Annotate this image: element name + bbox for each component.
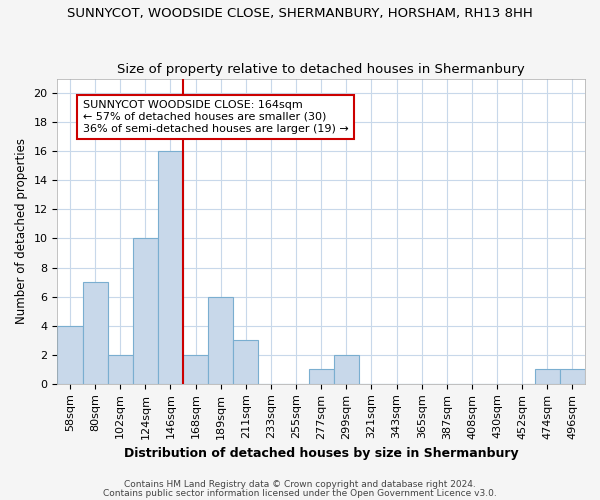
Bar bbox=[107, 354, 133, 384]
Title: Size of property relative to detached houses in Shermanbury: Size of property relative to detached ho… bbox=[118, 63, 525, 76]
Bar bbox=[208, 296, 233, 384]
Bar bbox=[158, 151, 183, 384]
Bar bbox=[133, 238, 158, 384]
Bar bbox=[535, 370, 560, 384]
Bar bbox=[83, 282, 107, 384]
Bar bbox=[58, 326, 83, 384]
X-axis label: Distribution of detached houses by size in Shermanbury: Distribution of detached houses by size … bbox=[124, 447, 518, 460]
Bar bbox=[308, 370, 334, 384]
Bar bbox=[183, 354, 208, 384]
Bar bbox=[560, 370, 585, 384]
Y-axis label: Number of detached properties: Number of detached properties bbox=[15, 138, 28, 324]
Bar bbox=[334, 354, 359, 384]
Text: SUNNYCOT, WOODSIDE CLOSE, SHERMANBURY, HORSHAM, RH13 8HH: SUNNYCOT, WOODSIDE CLOSE, SHERMANBURY, H… bbox=[67, 8, 533, 20]
Text: SUNNYCOT WOODSIDE CLOSE: 164sqm
← 57% of detached houses are smaller (30)
36% of: SUNNYCOT WOODSIDE CLOSE: 164sqm ← 57% of… bbox=[83, 100, 348, 134]
Bar bbox=[233, 340, 259, 384]
Text: Contains public sector information licensed under the Open Government Licence v3: Contains public sector information licen… bbox=[103, 488, 497, 498]
Text: Contains HM Land Registry data © Crown copyright and database right 2024.: Contains HM Land Registry data © Crown c… bbox=[124, 480, 476, 489]
